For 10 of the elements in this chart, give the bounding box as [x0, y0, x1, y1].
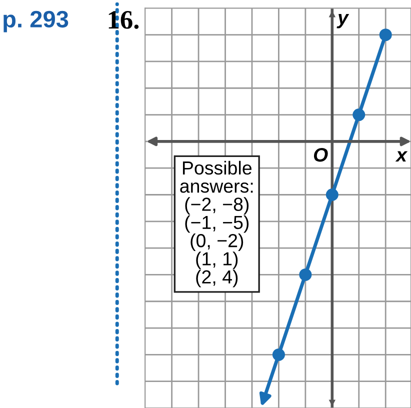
point	[326, 188, 338, 201]
annotation: O	[314, 148, 328, 162]
x-axis-title: x	[395, 151, 408, 162]
text: Possible answers: (−2, −8) (−1, −5) (0, −2) (1, 1) (2, 4)	[180, 160, 253, 288]
chart-title: 16.	[108, 11, 139, 29]
point	[352, 108, 366, 122]
text: p. 293	[4, 10, 68, 32]
point	[379, 28, 392, 42]
y-axis-title: y	[336, 14, 350, 28]
point	[299, 268, 312, 281]
